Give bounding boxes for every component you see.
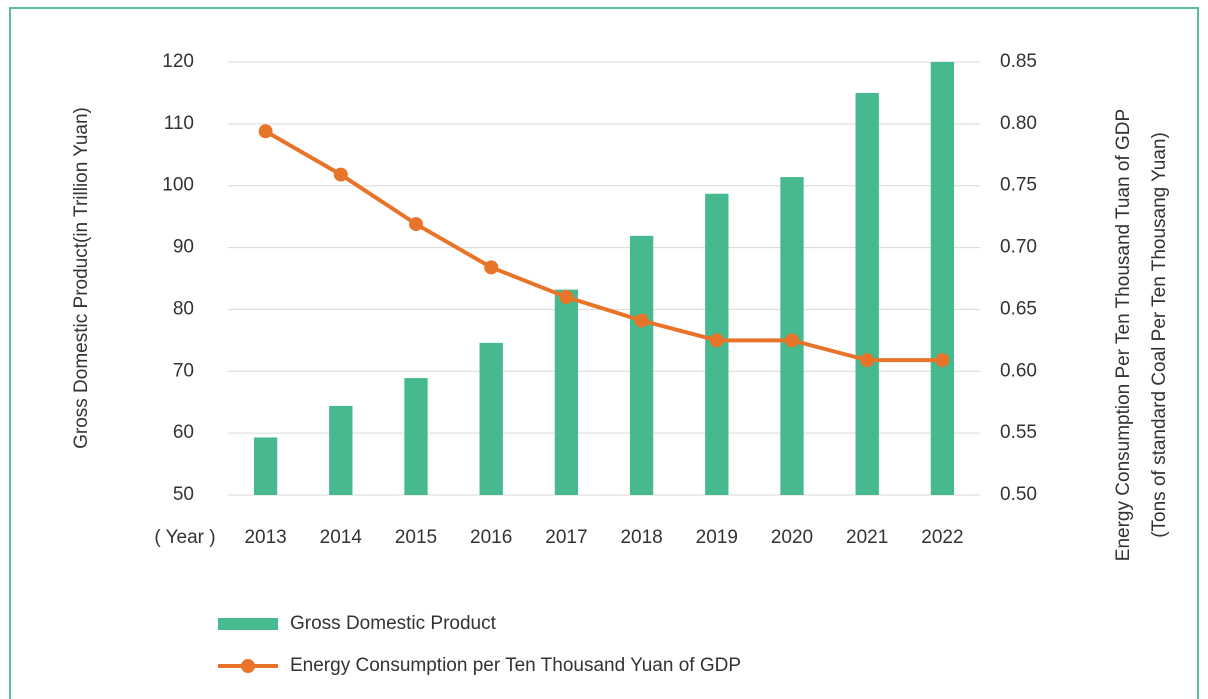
y2-tick-label: 0.60	[1000, 360, 1037, 381]
line	[264, 129, 943, 363]
x-tick-label: 2019	[696, 527, 738, 548]
line-point	[634, 313, 649, 328]
y2-tick-label: 0.70	[1000, 237, 1037, 258]
x-tick-label: 2014	[320, 527, 363, 548]
line-point	[333, 167, 348, 182]
x-tick-label: 2016	[470, 527, 512, 548]
line-point	[484, 260, 499, 275]
y-tick-label: 50	[173, 484, 194, 505]
bar	[329, 405, 353, 495]
x-tick-label: 2022	[921, 527, 963, 548]
bar	[479, 342, 503, 495]
line-point	[785, 333, 799, 348]
line-point	[860, 353, 875, 368]
x-tick-label: 2015	[395, 527, 437, 548]
frame	[9, 7, 1199, 699]
y2-tick-label: 0.85	[1000, 51, 1037, 72]
bar	[253, 437, 278, 495]
x-tick-label: 2021	[846, 527, 888, 548]
line-point	[935, 353, 950, 368]
x-axis-label: ( Year )	[154, 527, 215, 548]
y2-tick-label: 0.65	[1000, 298, 1037, 319]
line-point	[709, 333, 724, 348]
bar	[855, 92, 879, 495]
bar	[930, 62, 955, 495]
legend-label: Energy Consumption per Ten Thousand Yuan…	[290, 655, 741, 676]
bar	[554, 289, 579, 495]
y-tick-label: 90	[173, 237, 194, 258]
y-tick-label: 110	[164, 113, 194, 134]
y2-axis-label: (Tons of standard Coal Per Ten Thousang …	[1149, 132, 1170, 538]
bar	[404, 378, 428, 495]
y-tick-label: 60	[173, 422, 194, 443]
x-tick-label: 2013	[244, 527, 286, 548]
line-point	[559, 290, 574, 305]
y-tick-label: 80	[173, 298, 194, 319]
line-point	[258, 124, 273, 139]
y2-tick-label: 0.75	[1000, 175, 1037, 196]
y-tick-label: 70	[173, 360, 194, 381]
legend-swatch	[241, 659, 255, 673]
x-tick-label: 2017	[545, 527, 587, 548]
legend-swatch	[218, 618, 278, 630]
y-tick-label: 100	[162, 175, 194, 196]
y2-tick-label: 0.50	[1000, 484, 1037, 505]
y2-tick-label: 0.80	[1000, 113, 1037, 134]
line-point	[409, 217, 423, 232]
y2-axis-label: Energy Consumption Per Ten Thousand Tuan…	[1113, 109, 1134, 561]
y2-tick-label: 0.55	[1000, 422, 1037, 443]
legend-label: Gross Domestic Product	[290, 613, 497, 634]
x-tick-label: 2020	[771, 527, 813, 548]
bar	[629, 235, 654, 495]
x-tick-label: 2018	[620, 527, 662, 548]
y-axis-label: Gross Domestic Product(in Trillion Yuan)	[71, 107, 92, 449]
y-tick-label: 120	[162, 51, 194, 72]
